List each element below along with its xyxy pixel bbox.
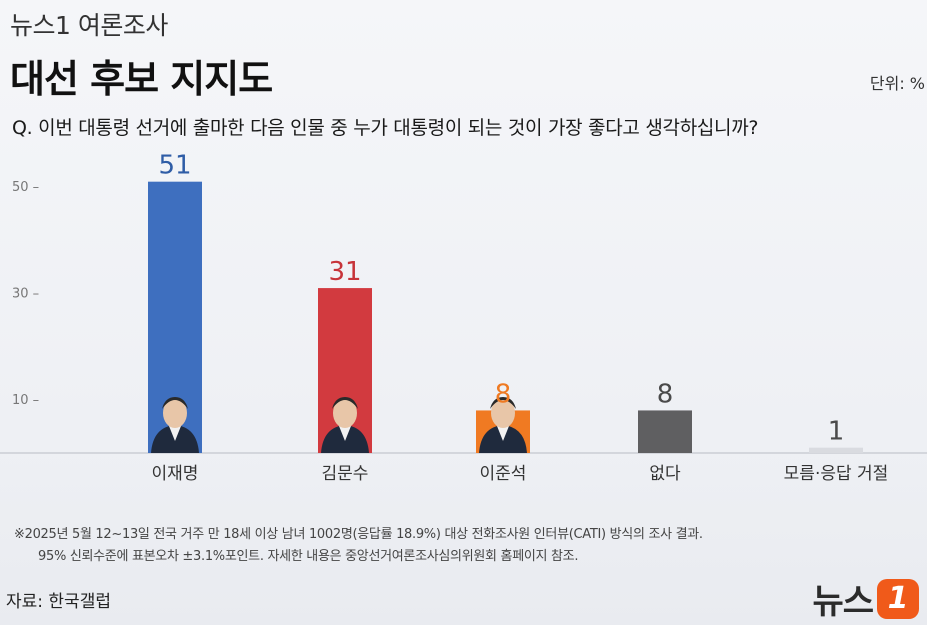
logo-mark: 1 [877,578,919,619]
value-label-1: 51 [158,151,191,181]
y-tick-label: 50 – [12,180,39,195]
photo-shirt [339,426,351,441]
footnote-line-1: ※2025년 5월 12~13일 전국 거주 만 18세 이상 남녀 1002명… [14,527,703,542]
chart-title: 대선 후보 지지도 [10,57,273,101]
survey-question: Q. 이번 대통령 선거에 출마한 다음 인물 중 누가 대통령이 되는 것이 … [12,117,759,139]
category-label-4: 없다 [649,464,681,484]
y-tick-label: 30 – [12,286,39,301]
photo-hair [490,397,516,409]
candidate-photo-2 [321,397,369,453]
value-label-2: 31 [328,257,361,287]
category-label-5: 모름·응답 거절 [784,464,889,484]
photo-face [491,398,515,428]
photo-shirt [497,426,509,441]
photo-face [333,398,357,428]
logo-text: 뉴스 [812,582,874,622]
value-label-5: 1 [828,417,845,447]
candidate-photo-1 [151,397,199,453]
category-label-2: 김문수 [322,464,369,484]
footnote: ※2025년 5월 12~13일 전국 거주 만 18세 이상 남녀 1002명… [14,524,703,568]
bar-5 [809,447,863,453]
footnote-line-2: 95% 신뢰수준에 표본오차 ±3.1%포인트. 자세한 내용은 중앙선거여론조… [38,549,579,564]
value-label-4: 8 [657,379,674,409]
photo-hair [162,397,188,409]
bar-chart: 10 – 30 – 50 – 51 이재명 31 김문수 8 이준석 8 없다 1 모름·응답 거절 [0,151,927,484]
unit-label: 단위: % [869,74,925,93]
candidate-photo-3 [479,397,527,453]
value-label-3: 8 [495,379,512,409]
category-label-3: 이준석 [480,464,527,484]
photo-hair [332,397,358,409]
photo-face [163,398,187,428]
photo-shirt [169,426,181,441]
header: 뉴스1 여론조사 대선 후보 지지도 [10,6,273,103]
y-tick-label: 10 – [12,393,39,408]
kicker: 뉴스1 여론조사 [10,11,168,40]
category-label-1: 이재명 [152,464,199,484]
source-label: 자료: 한국갤럽 [6,592,111,612]
news1-logo: 뉴스 1 [812,574,919,623]
bar-4 [638,410,692,453]
